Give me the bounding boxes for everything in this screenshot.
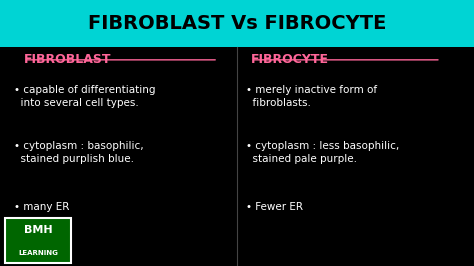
Text: LEARNING: LEARNING	[18, 250, 58, 256]
Text: FIBROBLAST: FIBROBLAST	[24, 53, 111, 66]
Text: • Fewer ER: • Fewer ER	[246, 202, 303, 212]
FancyBboxPatch shape	[5, 218, 71, 263]
FancyBboxPatch shape	[0, 0, 474, 47]
Text: • merely inactive form of
  fibroblasts.: • merely inactive form of fibroblasts.	[246, 85, 378, 108]
Text: • cytoplasm : basophilic,
  stained purplish blue.: • cytoplasm : basophilic, stained purpli…	[14, 141, 144, 164]
Text: FIBROBLAST Vs FIBROCYTE: FIBROBLAST Vs FIBROCYTE	[88, 14, 386, 33]
Text: • cytoplasm : less basophilic,
  stained pale purple.: • cytoplasm : less basophilic, stained p…	[246, 141, 400, 164]
Text: • capable of differentiating
  into several cell types.: • capable of differentiating into severa…	[14, 85, 156, 108]
Text: • many ER: • many ER	[14, 202, 70, 212]
Text: FIBROCYTE: FIBROCYTE	[251, 53, 329, 66]
Text: BMH: BMH	[24, 225, 52, 235]
